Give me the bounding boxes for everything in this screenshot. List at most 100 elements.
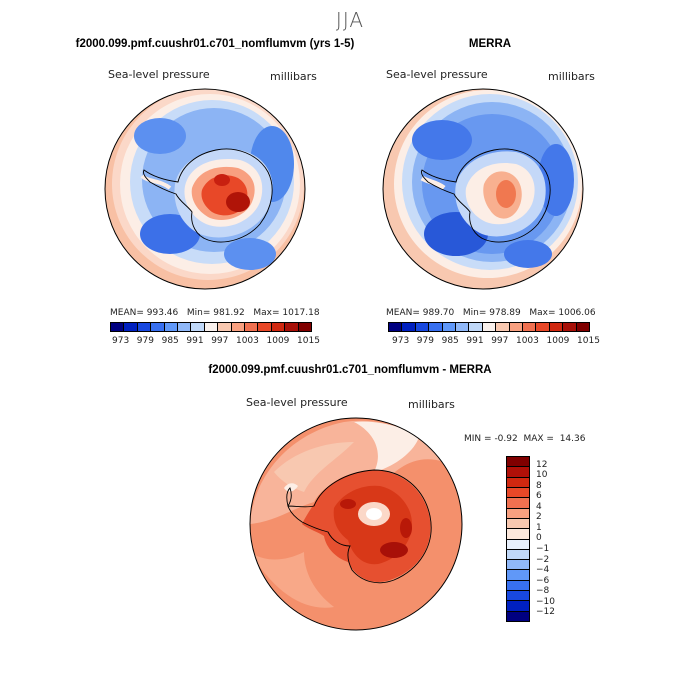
diff-panel-title: f2000.099.pmf.cuushr01.c701_nomflumvm - … — [208, 364, 492, 376]
model-colorbar-swatch — [271, 323, 286, 331]
diff-max-value: 14.36 — [559, 434, 586, 444]
model-colorbar-swatch — [258, 323, 272, 331]
obs-colorbar-swatch — [389, 323, 403, 331]
diff-antarctica-outline — [286, 469, 432, 584]
obs-mean-value: 989.70 — [422, 308, 455, 318]
obs-colorbar-swatch — [442, 323, 457, 331]
model-colorbar-swatch — [231, 323, 246, 331]
model-colorbar-swatch — [218, 323, 232, 331]
model-colorbar-swatch — [164, 323, 179, 331]
obs-panel-title: MERRA — [468, 38, 512, 50]
diff-colorbar-tick: 10 — [536, 470, 548, 481]
diff-colorbar-ticks: 12 10 8 6 4 2 1 0 −1 −2 −4 −6 −8 −10 −12 — [536, 460, 555, 618]
obs-max-label: Max= — [529, 308, 556, 318]
diff-colorbar-swatch — [507, 560, 529, 571]
obs-min-label: Min= — [462, 308, 487, 318]
model-colorbar — [110, 322, 312, 332]
model-colorbar-tick: 991 — [186, 336, 204, 346]
model-variable-label: Sea-level pressure — [108, 68, 210, 81]
model-mean-value: 993.46 — [146, 308, 179, 318]
obs-colorbar-swatch — [509, 323, 524, 331]
obs-colorbar-swatch — [496, 323, 510, 331]
obs-stats: MEAN= 989.70 Min= 978.89 Max= 1006.06 — [386, 308, 596, 318]
model-colorbar-swatch — [191, 323, 205, 331]
diff-colorbar-tick: −8 — [536, 586, 550, 597]
obs-colorbar-swatch — [576, 323, 590, 331]
diff-colorbar-swatch — [507, 467, 529, 478]
model-colorbar-swatch — [137, 323, 152, 331]
obs-colorbar-tick: 1009 — [546, 336, 570, 346]
model-colorbar-tick: 979 — [136, 336, 154, 346]
diff-colorbar-tick: 6 — [536, 491, 542, 502]
diff-colorbar-swatch — [507, 477, 529, 488]
diff-colorbar-tick: 12 — [536, 459, 548, 470]
diff-colorbar — [506, 456, 530, 622]
model-min-label: Min= — [186, 308, 211, 318]
diff-variable-label: Sea-level pressure — [246, 396, 348, 409]
diff-colorbar-swatch — [507, 518, 529, 530]
model-colorbar-swatch — [124, 323, 138, 331]
model-colorbar-tick: 1003 — [235, 336, 259, 346]
diff-colorbar-swatch — [507, 529, 529, 540]
obs-units-label: millibars — [548, 70, 595, 83]
diff-colorbar-tick: 4 — [536, 501, 542, 512]
diff-colorbar-tick: 2 — [536, 512, 542, 523]
season-title: JJA — [335, 8, 365, 32]
obs-colorbar-tick: 991 — [466, 336, 484, 346]
diff-colorbar-tick: 1 — [536, 522, 542, 533]
diff-colorbar-tick: 8 — [536, 480, 542, 491]
diff-colorbar-tick: −10 — [536, 596, 555, 607]
obs-colorbar-swatch — [402, 323, 416, 331]
obs-colorbar-swatch — [415, 323, 430, 331]
model-antarctica-outline — [143, 148, 273, 243]
obs-min-value: 978.89 — [489, 308, 521, 318]
obs-colorbar-swatch — [456, 323, 470, 331]
diff-colorbar-swatch — [507, 611, 529, 621]
obs-colorbar-swatch — [429, 323, 443, 331]
obs-colorbar-swatch — [482, 323, 497, 331]
diff-colorbar-tick: −4 — [536, 565, 550, 576]
model-stats: MEAN= 993.46 Min= 981.92 Max= 1017.18 — [110, 308, 320, 318]
diff-min-value: -0.92 — [494, 434, 518, 444]
diff-colorbar-swatch — [507, 549, 529, 561]
model-colorbar-tick: 1009 — [266, 336, 290, 346]
model-max-value: 1017.18 — [282, 308, 320, 318]
model-panel-title: f2000.099.pmf.cuushr01.c701_nomflumvm (y… — [75, 38, 355, 50]
model-colorbar-swatch — [178, 323, 192, 331]
diff-colorbar-swatch — [507, 508, 529, 519]
model-colorbar-swatch — [111, 323, 125, 331]
obs-colorbar-swatch — [536, 323, 550, 331]
obs-colorbar-tick: 1015 — [577, 336, 600, 346]
model-colorbar-tick: 1015 — [297, 336, 320, 346]
model-max-label: Max= — [253, 308, 280, 318]
obs-colorbar-tick: 979 — [416, 336, 434, 346]
model-colorbar-swatch — [245, 323, 259, 331]
model-colorbar-swatch — [298, 323, 312, 331]
obs-colorbar-swatch — [563, 323, 577, 331]
obs-colorbar-tick: 985 — [441, 336, 459, 346]
obs-colorbar-tick: 1003 — [515, 336, 539, 346]
model-min-value: 981.92 — [213, 308, 245, 318]
diff-colorbar-swatch — [507, 487, 529, 499]
diff-colorbar-tick: −12 — [536, 607, 555, 618]
obs-polar-map — [382, 88, 584, 290]
obs-colorbar-swatch — [549, 323, 564, 331]
model-colorbar-tick: 973 — [112, 336, 130, 346]
obs-colorbar-ticks: 973 979 985 991 997 1003 1009 1015 — [392, 336, 600, 346]
diff-colorbar-tick: −2 — [536, 554, 550, 565]
diff-colorbar-swatch — [507, 601, 529, 612]
model-colorbar-swatch — [151, 323, 165, 331]
diff-colorbar-swatch — [507, 580, 529, 592]
obs-colorbar-tick: 973 — [392, 336, 410, 346]
model-colorbar-swatch — [204, 323, 219, 331]
diff-colorbar-tick: 0 — [536, 533, 542, 544]
diff-colorbar-tick: −6 — [536, 575, 550, 586]
diff-max-label: MAX = — [523, 434, 554, 444]
obs-antarctica-outline — [421, 148, 551, 243]
diff-polar-map — [249, 417, 463, 631]
model-polar-map — [104, 88, 306, 290]
model-colorbar-tick: 985 — [161, 336, 179, 346]
model-colorbar-swatch — [285, 323, 299, 331]
diff-colorbar-swatch — [507, 570, 529, 581]
obs-colorbar — [388, 322, 590, 332]
